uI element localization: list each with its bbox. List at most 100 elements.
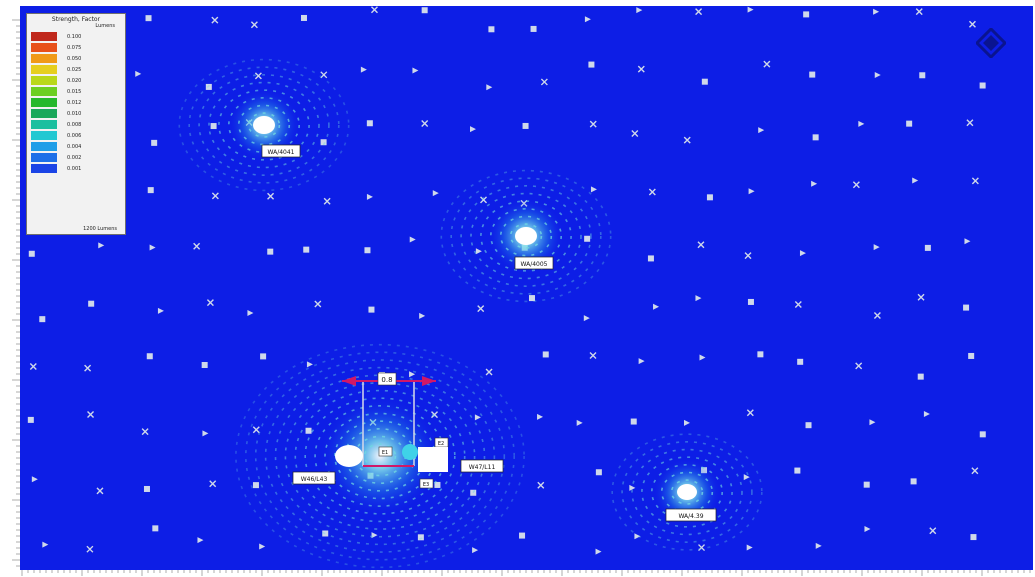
legend-row: 0.075 (31, 42, 121, 53)
compass-icon[interactable] (974, 26, 1008, 60)
grid-marker (151, 139, 158, 146)
grid-marker (519, 532, 526, 539)
grid-marker (638, 358, 645, 365)
grid-marker (706, 194, 713, 201)
bottom-margin (0, 570, 1035, 577)
grid-marker (210, 123, 217, 130)
contour-ring (670, 479, 704, 505)
luminaire-5[interactable]: WA/4.39 (665, 484, 717, 522)
grid-marker (42, 541, 49, 548)
grid-marker (421, 7, 428, 14)
grid-marker (595, 469, 602, 476)
grid-marker (797, 358, 804, 365)
grid-marker (417, 534, 424, 541)
marker-a-box (378, 446, 393, 457)
grid-marker (475, 248, 482, 255)
contour-ring (235, 343, 525, 569)
legend-swatch (31, 109, 57, 118)
legend-value: 0.001 (67, 165, 82, 172)
grid-marker (589, 120, 597, 128)
legend-row: 0.004 (31, 141, 121, 152)
luminaire-label-box (665, 508, 717, 522)
legend-footer: 1200 Lumens (83, 226, 117, 232)
grid-marker (87, 410, 95, 418)
grid-marker (873, 244, 880, 251)
grid-marker (300, 14, 307, 21)
grid-marker (695, 295, 702, 302)
contour-ring (509, 223, 543, 249)
grid-marker (629, 484, 636, 491)
grid-marker (485, 368, 493, 376)
grid-marker (432, 190, 439, 197)
grid-marker (31, 476, 38, 483)
dimension-arrow-left (342, 376, 356, 386)
legend-swatch (31, 76, 57, 85)
contour-ring (660, 471, 714, 513)
grid-marker (964, 238, 971, 245)
legend-swatch (31, 98, 57, 107)
dimension-annotation: 0.8 E1 E2 E3 (342, 372, 449, 489)
grid-marker (29, 363, 37, 371)
grid-marker (252, 482, 259, 489)
grid-marker (636, 7, 643, 14)
grid-marker (409, 371, 416, 378)
grid-marker (794, 467, 801, 474)
grid-marker (247, 310, 254, 317)
contour-ring (254, 359, 506, 553)
luminaire-2[interactable]: WA/4005 (514, 227, 554, 270)
contour-ring (489, 208, 562, 265)
grid-marker (480, 196, 488, 204)
grid-marker (431, 411, 439, 419)
grid-marker (314, 300, 322, 308)
luminaire-label: WA/4.39 (678, 513, 703, 520)
grid-marker (864, 526, 871, 533)
grid-marker (595, 548, 602, 555)
contour-ring (245, 351, 515, 561)
legend-swatch (31, 32, 57, 41)
legend-swatch (31, 153, 57, 162)
grid-marker (979, 82, 986, 89)
legend-row: 0.100 (31, 31, 121, 42)
grid-marker (206, 299, 214, 307)
grid-marker (88, 300, 95, 307)
legend-row: 0.015 (31, 86, 121, 97)
legend-value: 0.020 (67, 77, 82, 84)
grid-marker (537, 413, 544, 420)
contour-ring (460, 185, 592, 287)
luminaire-3[interactable]: W46/L43 (292, 445, 363, 485)
contour-ring (650, 463, 723, 520)
marker-c-box (419, 478, 434, 489)
legend-title: Strength, Factor (51, 16, 101, 23)
grid-marker (919, 72, 926, 79)
contour-ring (363, 443, 397, 469)
grid-marker (906, 120, 913, 127)
grid-marker (979, 431, 986, 438)
grid-marker (915, 8, 923, 16)
luminaire-label-box (261, 144, 301, 158)
grid-marker (971, 467, 979, 475)
grid-marker (684, 419, 691, 426)
legend-swatch (31, 142, 57, 151)
grid-marker (260, 353, 267, 360)
bottom-ruler (21, 570, 1031, 576)
left-margin (0, 0, 20, 577)
grid-marker (434, 481, 441, 488)
grid-marker (537, 481, 545, 489)
grid-marker (320, 71, 328, 79)
grid-marker (209, 480, 217, 488)
grid-marker (873, 8, 880, 15)
grid-marker (364, 247, 371, 254)
luminaire-4[interactable]: W47/L11 (402, 444, 504, 473)
legend-value: 0.100 (67, 33, 82, 40)
luminaire-1[interactable]: WA/4041 (253, 116, 301, 158)
grid-marker (39, 316, 46, 323)
grid-marker (966, 119, 974, 127)
luminaire-halo (402, 444, 418, 460)
contour-ring (480, 200, 572, 272)
legend-value: 0.010 (67, 110, 82, 117)
grid-marker (193, 242, 201, 250)
grid-marker (583, 315, 590, 322)
legend-row: 0.012 (31, 97, 121, 108)
